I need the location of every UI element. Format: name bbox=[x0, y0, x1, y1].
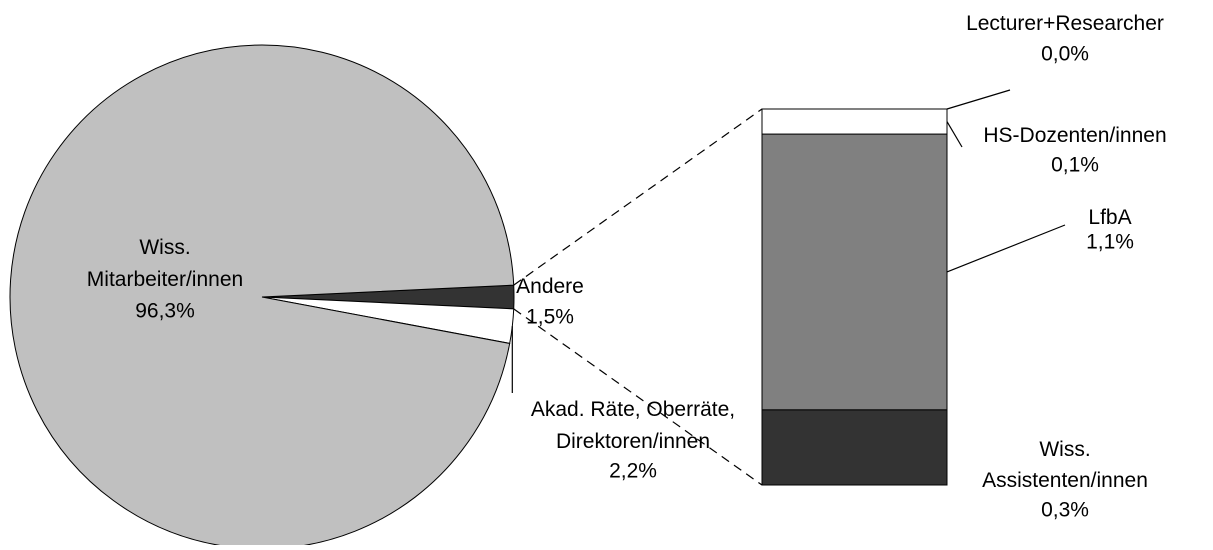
bar-value-label: 0,1% bbox=[1051, 154, 1099, 177]
bar-segment bbox=[761, 409, 948, 486]
pie-label: Wiss. Mitarbeiter/innen bbox=[87, 236, 243, 291]
bar-value-label: 1,1% bbox=[1086, 231, 1134, 254]
bar-label: HS-Dozenten/innen bbox=[983, 124, 1166, 147]
bar-label: Lecturer+Researcher bbox=[966, 12, 1164, 35]
connector bbox=[513, 108, 763, 286]
pie-label: Andere bbox=[516, 275, 584, 298]
leader-line bbox=[946, 121, 963, 148]
bar-label: LfbA bbox=[1088, 206, 1131, 229]
connector bbox=[513, 308, 763, 486]
bar-segment bbox=[761, 108, 948, 135]
leader-line bbox=[946, 89, 1011, 110]
pie-slice bbox=[9, 44, 515, 550]
pie-value-label: 96,3% bbox=[135, 300, 195, 323]
bar-label: Wiss. Assistenten/innen bbox=[982, 438, 1148, 492]
bar-value-label: 0,3% bbox=[1041, 499, 1089, 522]
leader-line bbox=[946, 224, 1066, 273]
pie-value-label: 1,5% bbox=[526, 306, 574, 329]
pie-value-label: 2,2% bbox=[609, 460, 657, 483]
bar-value-label: 0,0% bbox=[1041, 43, 1089, 66]
bar-segment bbox=[761, 133, 948, 411]
pie-label: Akad. Räte, Oberräte, Direktoren/innen bbox=[531, 398, 735, 453]
